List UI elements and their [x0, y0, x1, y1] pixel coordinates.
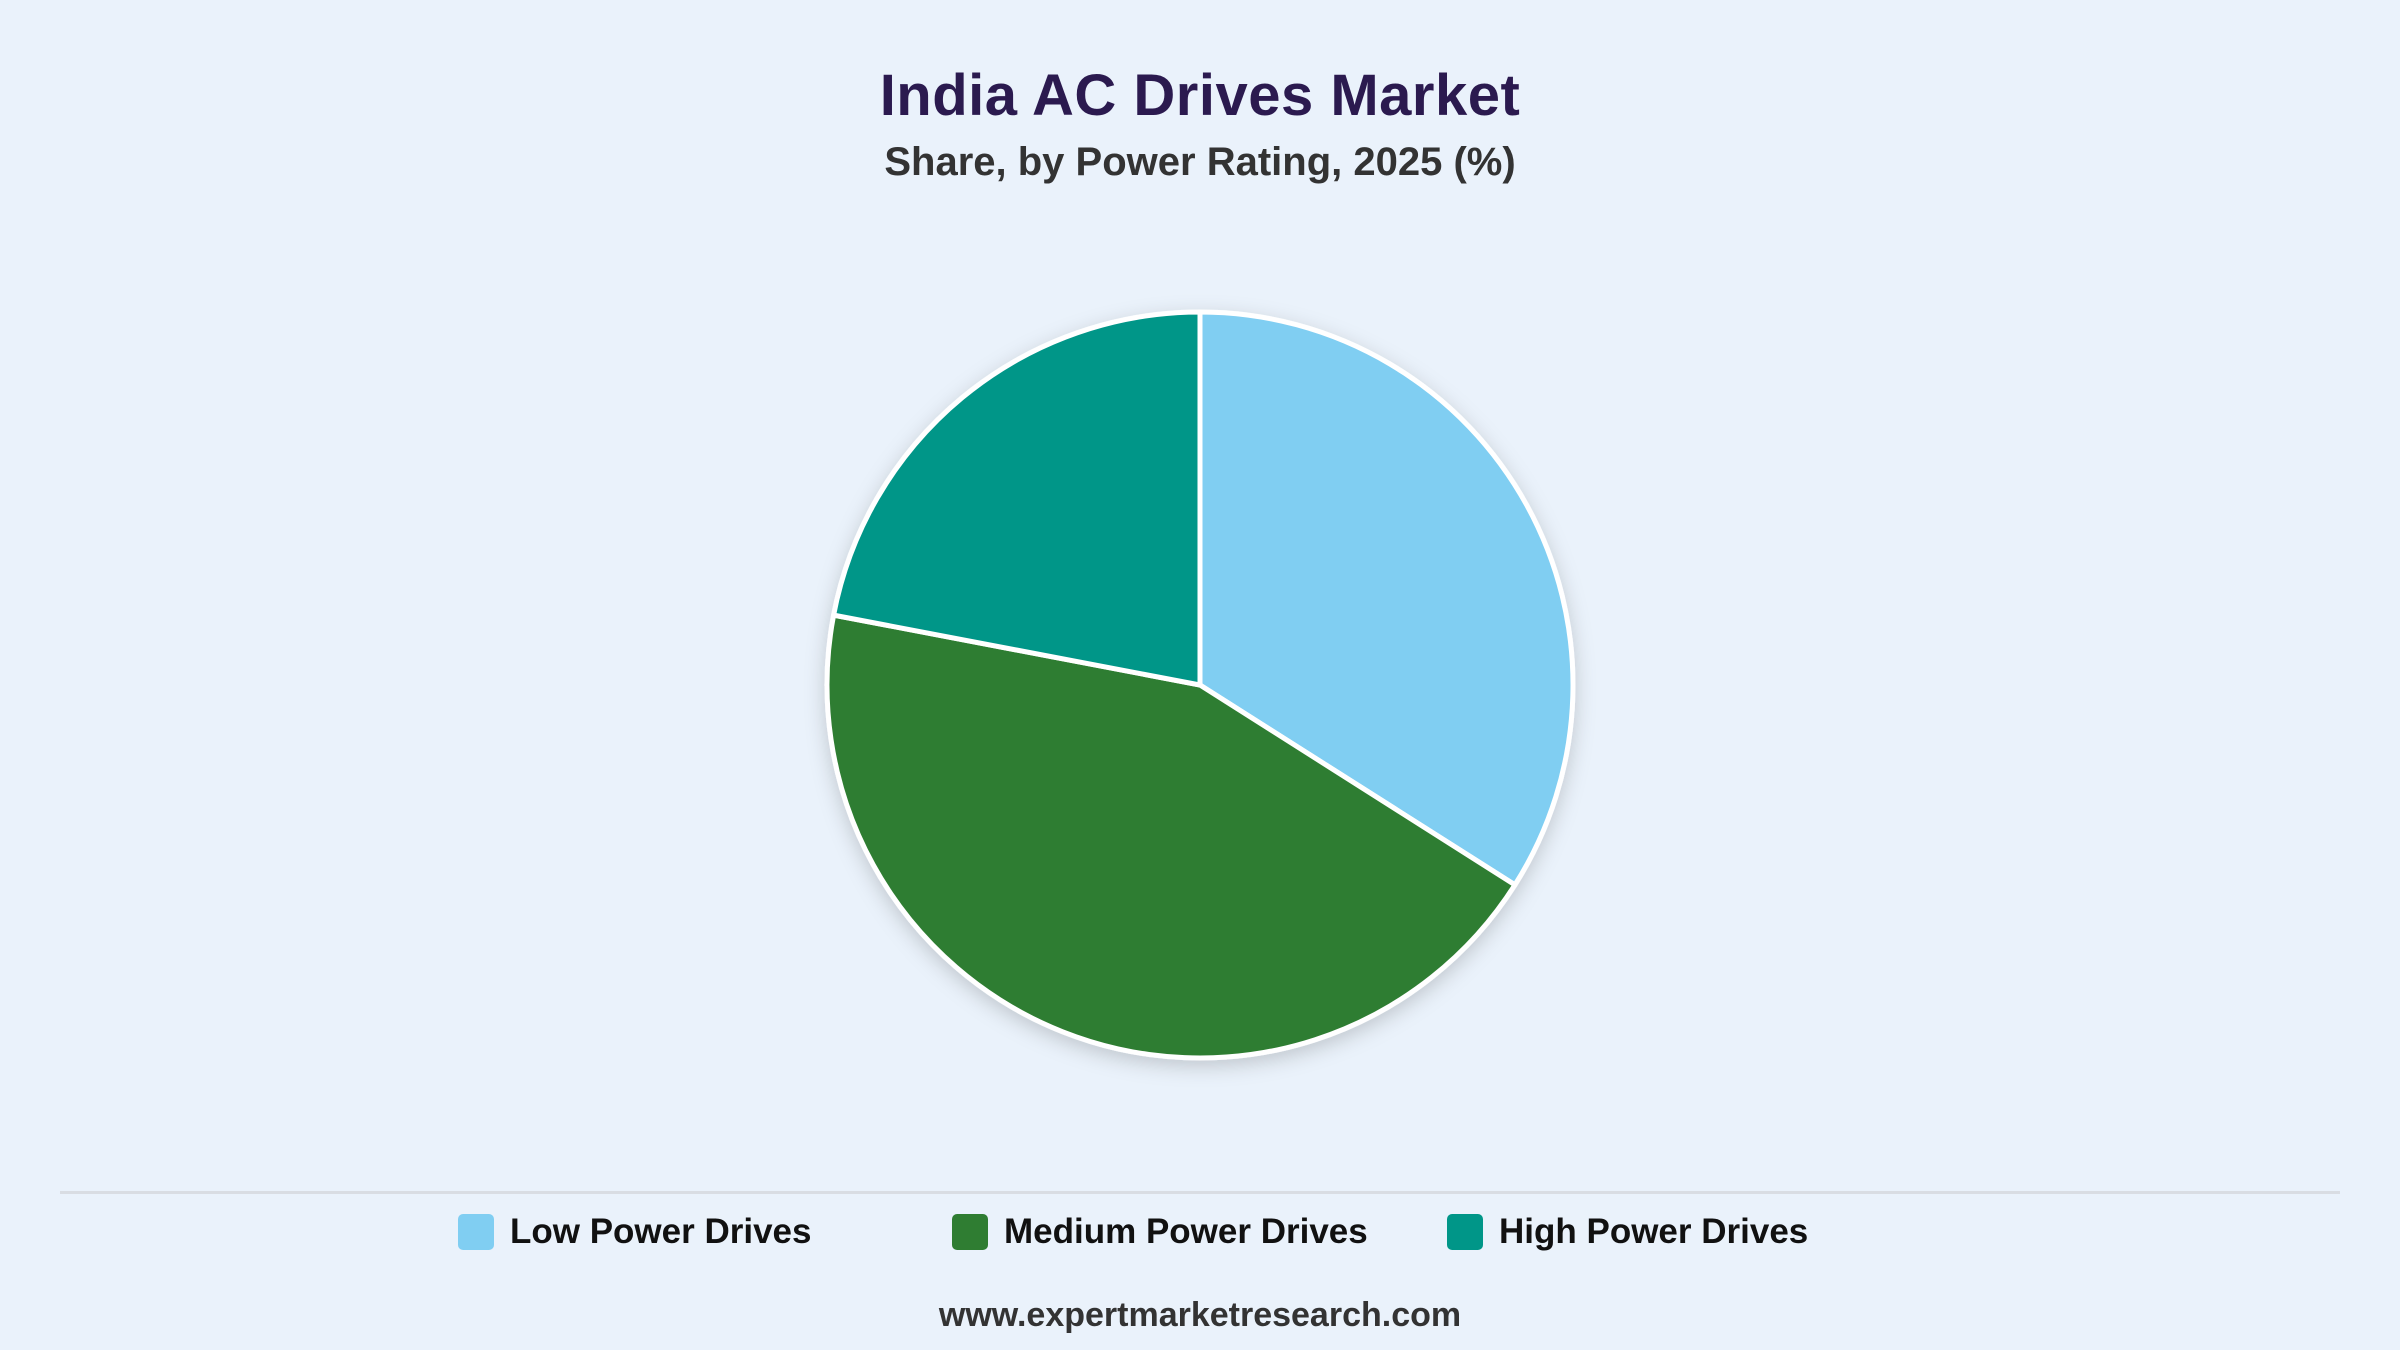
legend-swatch-high-power [1447, 1214, 1483, 1250]
legend: Low Power Drives Medium Power Drives Hig… [0, 1207, 2400, 1257]
pie-slice-high-power [831, 309, 1203, 688]
legend-swatch-medium-power [952, 1214, 988, 1250]
source-footer: www.expertmarketresearch.com [938, 1296, 1462, 1334]
chart-title: India AC Drives Market [879, 63, 1521, 128]
legend-swatch-low-power [458, 1214, 494, 1250]
legend-label-low-power: Low Power Drives [510, 1212, 812, 1251]
chart-subtitle: Share, by Power Rating, 2025 (%) [884, 140, 1516, 184]
legend-label-medium-power: Medium Power Drives [1004, 1212, 1368, 1251]
pie-slice-medium-power [824, 612, 1518, 1061]
pie-slices [824, 309, 1576, 1061]
legend-item-medium-power: Medium Power Drives [952, 1207, 1368, 1257]
legend-divider [60, 1191, 2340, 1194]
legend-item-low-power: Low Power Drives [458, 1207, 811, 1257]
legend-item-high-power: High Power Drives [1447, 1207, 1808, 1257]
legend-label-high-power: High Power Drives [1499, 1212, 1809, 1251]
